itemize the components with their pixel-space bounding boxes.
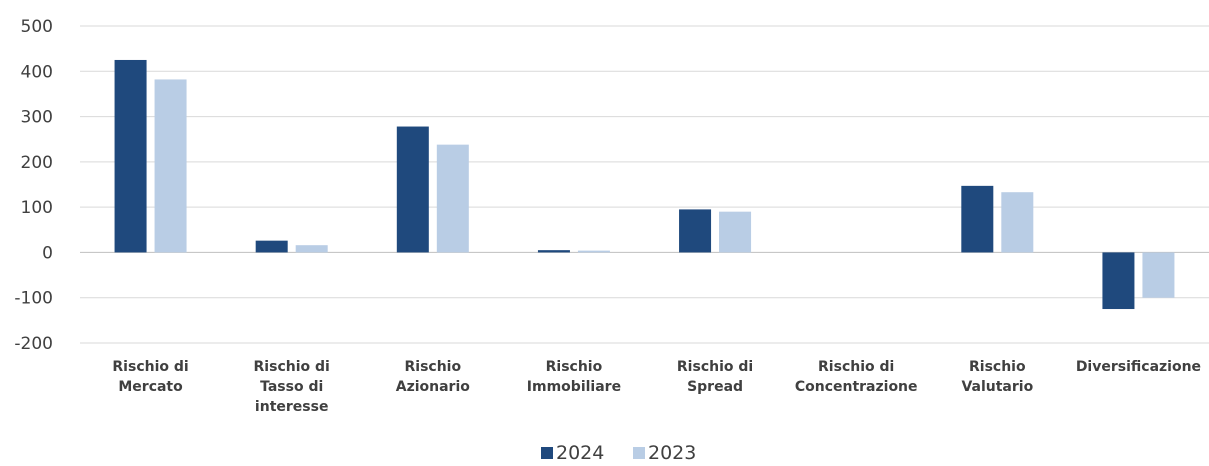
x-tick-label: Spread	[687, 379, 743, 395]
legend-label: 2023	[648, 442, 696, 464]
bar-2023-0	[154, 79, 187, 253]
x-axis-labels: Rischio di Mercato Rischio di Tasso di inter…	[112, 359, 1201, 415]
bar-2024-6	[961, 185, 994, 253]
y-tick-label: 0	[42, 243, 53, 263]
x-tick-label: Immobiliare	[527, 379, 621, 395]
x-tick-label: Rischio di	[254, 359, 330, 375]
gridlines	[80, 25, 1209, 344]
x-tick-label: Concentrazione	[795, 379, 918, 395]
legend: 2024 2023	[541, 442, 696, 464]
bar-2024-7	[1102, 252, 1135, 310]
bar-2024-4	[679, 209, 712, 253]
y-tick-label: 100	[21, 198, 53, 218]
bar-2024-0	[114, 59, 147, 253]
x-tick-label: Rischio	[405, 359, 462, 375]
x-tick-label: Rischio di	[112, 359, 188, 375]
bar-2023-1	[295, 245, 328, 253]
y-tick-label: -200	[14, 334, 53, 354]
y-tick-label: -100	[14, 289, 53, 309]
x-tick-label: Rischio di	[677, 359, 753, 375]
x-tick-label: Tasso di	[260, 379, 323, 395]
bar-2023-4	[719, 211, 752, 253]
bar-2024-2	[396, 126, 429, 253]
x-tick-label: Rischio di	[818, 359, 894, 375]
legend-swatch-2023	[633, 447, 645, 459]
y-tick-label: 500	[21, 17, 53, 37]
x-tick-label: Azionario	[396, 379, 471, 395]
y-tick-label: 400	[21, 62, 53, 82]
bars	[114, 59, 1175, 310]
bar-2023-2	[436, 144, 469, 253]
x-tick-label: Rischio	[969, 359, 1026, 375]
x-tick-label: Rischio	[546, 359, 603, 375]
bar-2023-7	[1142, 252, 1175, 298]
y-tick-label: 200	[21, 153, 53, 173]
legend-swatch-2024	[541, 447, 553, 459]
y-tick-label: 300	[21, 108, 53, 128]
legend-label: 2024	[556, 442, 604, 464]
x-tick-label: Valutario	[961, 379, 1033, 395]
x-tick-label: Diversificazione	[1076, 359, 1201, 375]
x-tick-label: Mercato	[118, 379, 183, 395]
bar-2023-3	[577, 250, 610, 253]
bar-2023-6	[1001, 192, 1034, 253]
bar-2024-3	[537, 250, 570, 253]
x-tick-label: interesse	[255, 399, 329, 415]
bar-2024-1	[255, 240, 288, 253]
y-axis-ticks: 500 400 300 200 100 0 -100 -200	[14, 17, 53, 354]
